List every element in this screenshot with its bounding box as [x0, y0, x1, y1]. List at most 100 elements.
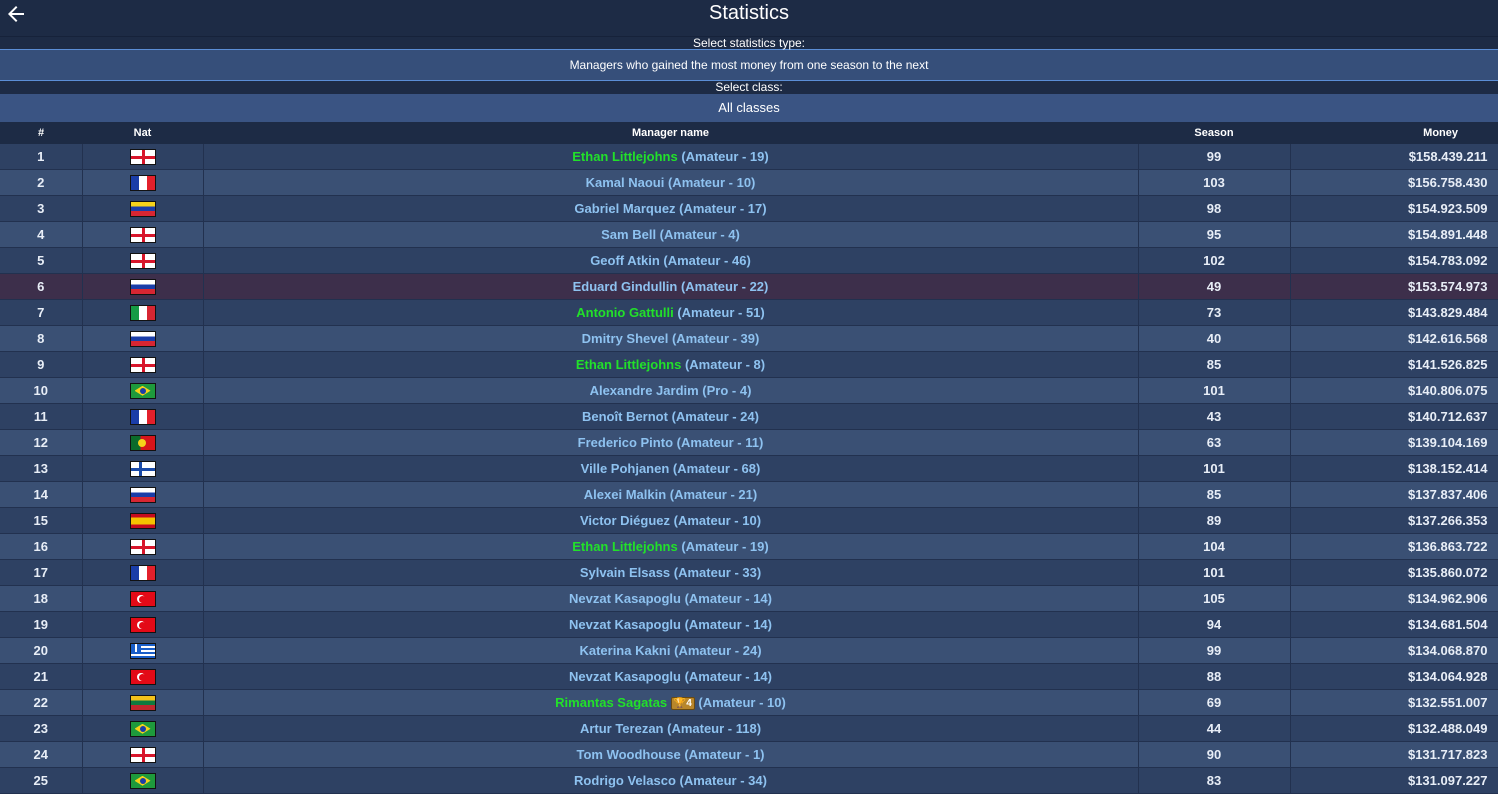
table-row[interactable]: 2 Kamal Naoui (Amateur - 10) 103 $156.758.4… — [0, 169, 1498, 196]
trophy-badge: 🏆4 — [670, 697, 695, 711]
table-row[interactable]: 5 Geoff Atkin (Amateur - 46) 102 $154.783.0… — [0, 247, 1498, 274]
manager-class: (Amateur - 51) — [673, 305, 765, 320]
manager-name-link[interactable]: Alexei Malkin — [583, 487, 667, 502]
manager-class: (Amateur - 11) — [673, 435, 764, 450]
manager-name-link[interactable]: Victor Diéguez — [579, 513, 671, 528]
manager-name-link[interactable]: Tom Woodhouse — [576, 747, 681, 762]
table-row[interactable]: 24 Tom Woodhouse (Amateur - 1) 90 $131.717.… — [0, 741, 1498, 768]
manager-cell: Sylvain Elsass (Amateur - 33) — [203, 559, 1139, 586]
manager-name-link[interactable]: Ethan Littlejohns — [572, 539, 678, 554]
money-cell: $140.806.075 — [1290, 377, 1498, 404]
rank-cell: 10 — [0, 377, 83, 404]
table-row[interactable]: 15 Victor Diéguez (Amateur - 10) 89 $137.26… — [0, 507, 1498, 534]
table-row[interactable]: 10 Alexandre Jardim (Pro - 4) 101 $140.806.… — [0, 377, 1498, 404]
col-season-header[interactable]: Season — [1138, 122, 1290, 144]
season-cell: 94 — [1138, 611, 1291, 638]
season-cell: 103 — [1138, 169, 1291, 196]
manager-name-link[interactable]: Nevzat Kasapoglu — [568, 591, 681, 606]
nat-cell — [82, 273, 204, 300]
season-cell: 95 — [1138, 221, 1291, 248]
flag-icon — [129, 408, 156, 425]
table-row[interactable]: 9 Ethan Littlejohns (Amateur - 8) 85 $141.5… — [0, 351, 1498, 378]
col-manager-header[interactable]: Manager name — [203, 122, 1138, 144]
table-row[interactable]: 13 Ville Pohjanen (Amateur - 68) 101 $138.1… — [0, 455, 1498, 482]
rank-cell: 13 — [0, 455, 83, 482]
manager-class: (Amateur - 118) — [663, 721, 762, 736]
flag-icon — [129, 512, 156, 529]
manager-name-link[interactable]: Alexandre Jardim — [589, 383, 699, 398]
manager-class: (Amateur - 22) — [677, 279, 769, 294]
table-row[interactable]: 12 Frederico Pinto (Amateur - 11) 63 $139.1… — [0, 429, 1498, 456]
manager-name-link[interactable]: Kamal Naoui — [585, 175, 665, 190]
manager-name-link[interactable]: Sam Bell — [601, 227, 657, 242]
manager-name-link[interactable]: Benoît Bernot — [582, 409, 668, 424]
table-row[interactable]: 16 Ethan Littlejohns (Amateur - 19) 104 $13… — [0, 533, 1498, 560]
manager-name-link[interactable]: Frederico Pinto — [577, 435, 674, 450]
rank-cell: 25 — [0, 767, 83, 794]
manager-name-link[interactable]: Gabriel Marquez — [574, 201, 676, 216]
manager-class: (Amateur - 24) — [670, 643, 762, 658]
season-cell: 89 — [1138, 507, 1291, 534]
manager-name-link[interactable]: Sylvain Elsass — [579, 565, 671, 580]
manager-name-link[interactable]: Nevzat Kasapoglu — [568, 669, 681, 684]
rank-cell: 11 — [0, 403, 83, 430]
manager-name-link[interactable]: Ethan Littlejohns — [572, 149, 678, 164]
col-money-header[interactable]: Money — [1290, 122, 1498, 144]
nat-cell — [82, 403, 204, 430]
manager-name-link[interactable]: Ethan Littlejohns — [575, 357, 682, 372]
season-cell: 102 — [1138, 247, 1291, 274]
manager-name-link[interactable]: Artur Terezan — [579, 721, 664, 736]
table-row[interactable]: 3 Gabriel Marquez (Amateur - 17) 98 $154.92… — [0, 195, 1498, 222]
table-row[interactable]: 11 Benoît Bernot (Amateur - 24) 43 $140.712… — [0, 403, 1498, 430]
table-row[interactable]: 7 Antonio Gattulli (Amateur - 51) 73 $143.8… — [0, 299, 1498, 326]
table-row[interactable]: 25 Rodrigo Velasco (Amateur - 34) 83 $131.0… — [0, 767, 1498, 794]
rank-cell: 9 — [0, 351, 83, 378]
money-cell: $134.962.906 — [1290, 585, 1498, 612]
manager-class: (Amateur - 19) — [677, 149, 769, 164]
table-row[interactable]: 17 Sylvain Elsass (Amateur - 33) 101 $135.8… — [0, 559, 1498, 586]
manager-name-link[interactable]: Rimantas Sagatas — [555, 694, 668, 710]
nat-cell — [82, 195, 204, 222]
manager-name-link[interactable]: Katerina Kakni — [579, 643, 671, 658]
season-cell: 40 — [1138, 325, 1291, 352]
season-cell: 101 — [1138, 377, 1291, 404]
col-rank-header[interactable]: # — [0, 122, 82, 144]
class-select[interactable]: All classes — [0, 94, 1498, 122]
season-cell: 99 — [1138, 144, 1291, 170]
flag-icon — [129, 304, 156, 321]
manager-name-link[interactable]: Geoff Atkin — [590, 253, 660, 268]
table-row[interactable]: 19 Nevzat Kasapoglu (Amateur - 14) 94 $134.… — [0, 611, 1498, 638]
class-label: Select class: — [0, 81, 1498, 94]
flag-icon — [129, 746, 156, 763]
manager-name-link[interactable]: Dmitry Shevel — [581, 331, 669, 346]
table-row[interactable]: 20 Katerina Kakni (Amateur - 24) 99 $134.06… — [0, 637, 1498, 664]
manager-class: (Amateur - 1) — [680, 747, 765, 762]
manager-name-link[interactable]: Rodrigo Velasco — [574, 773, 676, 788]
table-row[interactable]: 4 Sam Bell (Amateur - 4) 95 $154.891.448 — [0, 221, 1498, 248]
flag-icon — [129, 252, 156, 269]
table-row[interactable]: 22 Rimantas Sagatas 🏆4 (Amateur - 10) 69 $1… — [0, 689, 1498, 716]
nat-cell — [82, 144, 204, 170]
table-row[interactable]: 14 Alexei Malkin (Amateur - 21) 85 $137.837… — [0, 481, 1498, 508]
season-cell: 90 — [1138, 741, 1291, 768]
manager-class: (Amateur - 21) — [666, 487, 758, 502]
table-row[interactable]: 8 Dmitry Shevel (Amateur - 39) 40 $142.616.… — [0, 325, 1498, 352]
manager-name-link[interactable]: Antonio Gattulli — [576, 305, 674, 320]
table-row[interactable]: 21 Nevzat Kasapoglu (Amateur - 14) 88 $134.… — [0, 663, 1498, 690]
col-nat-header[interactable]: Nat — [82, 122, 203, 144]
manager-class: (Amateur - 10) — [670, 513, 762, 528]
manager-name-link[interactable]: Ville Pohjanen — [580, 461, 670, 476]
statistics-type-select[interactable]: Managers who gained the most money from … — [0, 49, 1498, 81]
manager-class: (Amateur - 10) — [694, 694, 786, 710]
table-row[interactable]: 1 Ethan Littlejohns (Amateur - 19) 99 $158.… — [0, 144, 1498, 170]
arrow-left-icon[interactable] — [4, 2, 28, 26]
table-row[interactable]: 18 Nevzat Kasapoglu (Amateur - 14) 105 $134… — [0, 585, 1498, 612]
nat-cell — [82, 611, 204, 638]
manager-name-link[interactable]: Eduard Gindullin — [572, 279, 678, 294]
table-row[interactable]: 23 Artur Terezan (Amateur - 118) 44 $132.48… — [0, 715, 1498, 742]
table-row[interactable]: 6 Eduard Gindullin (Amateur - 22) 49 $153.5… — [0, 273, 1498, 300]
manager-name-link[interactable]: Nevzat Kasapoglu — [568, 617, 681, 632]
season-cell: 83 — [1138, 767, 1291, 794]
manager-class: (Amateur - 34) — [675, 773, 767, 788]
money-cell: $137.837.406 — [1290, 481, 1498, 508]
